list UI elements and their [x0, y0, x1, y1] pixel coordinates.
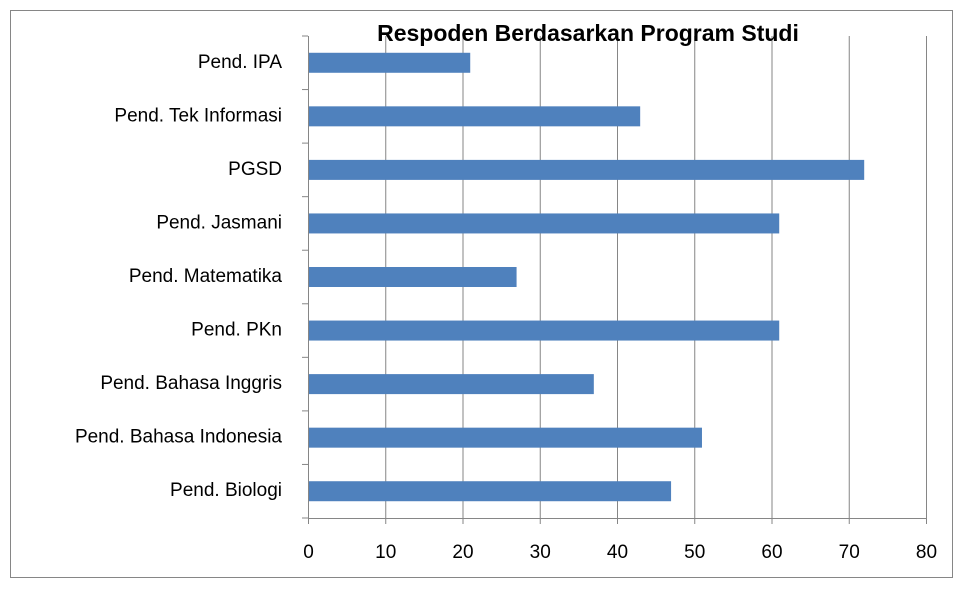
x-tick-label: 80	[916, 542, 937, 563]
x-tick-label: 20	[452, 542, 473, 563]
y-tick-label: Pend. Matematika	[129, 266, 283, 287]
bar	[308, 427, 702, 448]
y-tick-label: Pend. Tek Informasi	[114, 105, 282, 126]
x-tick-label: 30	[530, 542, 551, 563]
bars	[308, 52, 865, 502]
chart-title: Respoden Berdasarkan Program Studi	[377, 20, 799, 46]
x-tick-label: 50	[684, 542, 705, 563]
x-tick-label: 40	[607, 542, 628, 563]
x-tick-label: 60	[761, 542, 782, 563]
bar	[308, 374, 594, 395]
y-tick-label: Pend. IPA	[198, 52, 282, 73]
bar	[308, 320, 780, 341]
bar	[308, 481, 672, 502]
y-tick-label: Pend. Biologi	[170, 480, 282, 501]
y-tick-label: Pend. PKn	[191, 320, 282, 341]
bar	[308, 267, 517, 287]
axes: 0 10 20 30 40 50 60 70 80 Pend. IPA Pend. Tek Info…	[75, 35, 937, 563]
bar	[308, 213, 780, 234]
bar	[308, 106, 641, 127]
y-tick-label: Pend. Jasmani	[156, 212, 282, 233]
x-tick-label: 0	[303, 542, 314, 563]
y-tick-label: Pend. Bahasa Indonesia	[75, 427, 282, 448]
bar	[308, 159, 865, 180]
x-tick-label: 10	[375, 542, 396, 563]
bar	[308, 52, 471, 73]
y-tick-label: PGSD	[228, 159, 282, 180]
y-tick-label: Pend. Bahasa Inggris	[100, 373, 282, 394]
x-tick-label: 70	[839, 542, 860, 563]
